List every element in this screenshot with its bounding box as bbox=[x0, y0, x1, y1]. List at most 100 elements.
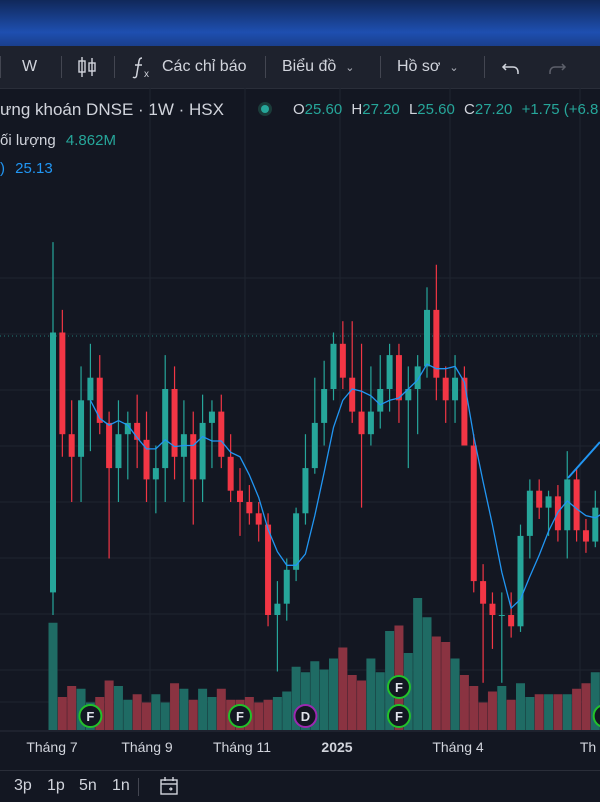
x-tick-label: Tháng 9 bbox=[121, 739, 173, 755]
candle[interactable] bbox=[489, 603, 496, 615]
candle[interactable] bbox=[199, 422, 206, 480]
interval-button[interactable]: W bbox=[22, 46, 37, 88]
candle[interactable] bbox=[564, 479, 571, 531]
range-button[interactable]: 1p bbox=[47, 777, 65, 794]
candle[interactable] bbox=[171, 389, 178, 457]
candle[interactable] bbox=[190, 434, 197, 480]
close-label: C bbox=[464, 101, 475, 118]
volume-bar bbox=[151, 694, 161, 730]
candle[interactable] bbox=[302, 468, 309, 514]
candle[interactable] bbox=[227, 456, 234, 491]
candle[interactable] bbox=[452, 377, 459, 401]
profile-menu[interactable]: Hồ sơ ⌄ bbox=[397, 46, 459, 88]
candle[interactable] bbox=[405, 389, 412, 401]
volume-bar bbox=[216, 688, 226, 730]
candle[interactable] bbox=[480, 581, 487, 604]
candle[interactable] bbox=[433, 309, 440, 378]
candle[interactable] bbox=[330, 343, 337, 389]
candle[interactable] bbox=[246, 502, 253, 514]
chart-type-label: Biểu đồ bbox=[282, 58, 337, 75]
volume-bar bbox=[562, 694, 572, 730]
candle[interactable] bbox=[143, 439, 150, 480]
range-button[interactable]: 3p bbox=[14, 777, 32, 794]
redo-button[interactable] bbox=[546, 46, 568, 88]
candle[interactable] bbox=[50, 332, 56, 593]
calendar-icon[interactable] bbox=[158, 775, 180, 802]
candle[interactable] bbox=[152, 468, 159, 480]
candle[interactable] bbox=[536, 490, 543, 508]
candle[interactable] bbox=[283, 569, 290, 604]
candle[interactable] bbox=[386, 355, 393, 389]
candle[interactable] bbox=[414, 366, 421, 389]
volume-bar bbox=[170, 683, 180, 730]
candle[interactable] bbox=[218, 411, 225, 457]
marker-label: F bbox=[395, 709, 403, 724]
dividend-marker[interactable] bbox=[293, 704, 318, 728]
candlestick-type-button[interactable] bbox=[74, 46, 100, 88]
chevron-down-icon: ⌄ bbox=[449, 61, 459, 74]
candle[interactable] bbox=[134, 422, 141, 440]
candle[interactable] bbox=[208, 411, 215, 423]
earnings-marker[interactable] bbox=[228, 704, 252, 728]
indicators-button[interactable]: x Các chỉ báo bbox=[130, 46, 247, 88]
earnings-marker[interactable] bbox=[386, 704, 411, 728]
range-button[interactable]: 1n bbox=[112, 777, 130, 794]
candle[interactable] bbox=[349, 377, 356, 412]
candle[interactable] bbox=[339, 343, 346, 378]
candle[interactable] bbox=[162, 389, 169, 469]
candle[interactable] bbox=[442, 377, 449, 401]
candle[interactable] bbox=[545, 496, 552, 508]
candle[interactable] bbox=[321, 389, 328, 423]
candle[interactable] bbox=[573, 479, 580, 531]
candle[interactable] bbox=[377, 389, 384, 412]
bottom-toolbar: 3p 1p 5n 1n bbox=[0, 770, 600, 801]
candle[interactable] bbox=[582, 530, 589, 542]
candle[interactable] bbox=[592, 507, 599, 542]
volume-bar bbox=[590, 672, 600, 730]
volume-bar bbox=[497, 686, 507, 730]
candle[interactable] bbox=[78, 400, 85, 457]
candle[interactable] bbox=[265, 524, 272, 615]
candle[interactable] bbox=[274, 603, 281, 615]
symbol-title: ưng khoán DNSE · 1W · HSX bbox=[0, 100, 224, 119]
candle[interactable] bbox=[237, 490, 243, 502]
earnings-marker[interactable] bbox=[592, 704, 600, 728]
candle[interactable] bbox=[517, 535, 524, 627]
candle[interactable] bbox=[367, 411, 374, 435]
earnings-marker[interactable] bbox=[78, 704, 103, 728]
trend-line bbox=[567, 441, 600, 479]
candle[interactable] bbox=[508, 615, 515, 627]
toolbar-separator bbox=[484, 56, 485, 78]
candle[interactable] bbox=[68, 434, 75, 457]
candle[interactable] bbox=[498, 615, 505, 616]
marker-label: F bbox=[236, 709, 244, 724]
candle[interactable] bbox=[59, 332, 66, 435]
range-button[interactable]: 5n bbox=[79, 777, 97, 794]
candle[interactable] bbox=[87, 377, 94, 401]
candle[interactable] bbox=[293, 513, 300, 570]
volume-bar bbox=[581, 683, 591, 730]
candle[interactable] bbox=[311, 422, 318, 469]
change-value: +1.75 (+6.8 bbox=[521, 101, 599, 118]
chart-type-menu[interactable]: Biểu đồ ⌄ bbox=[282, 46, 354, 88]
candle[interactable] bbox=[424, 309, 430, 367]
candle[interactable] bbox=[526, 490, 533, 536]
candle[interactable] bbox=[461, 377, 468, 446]
candle[interactable] bbox=[106, 422, 113, 469]
ma-legend: ) 25.13 bbox=[0, 160, 53, 177]
candle[interactable] bbox=[96, 377, 103, 423]
time-axis bbox=[0, 731, 600, 770]
undo-button[interactable] bbox=[500, 46, 522, 88]
candle[interactable] bbox=[255, 513, 262, 525]
earnings-marker[interactable] bbox=[386, 675, 411, 699]
candle[interactable] bbox=[395, 355, 402, 401]
candle[interactable] bbox=[115, 434, 122, 469]
candle[interactable] bbox=[470, 445, 477, 582]
candlestick-icon bbox=[78, 57, 96, 77]
candle[interactable] bbox=[358, 411, 365, 435]
volume-bar bbox=[329, 658, 338, 730]
marker-label: F bbox=[86, 709, 94, 724]
volume-bar bbox=[160, 702, 170, 730]
candle[interactable] bbox=[124, 422, 131, 435]
